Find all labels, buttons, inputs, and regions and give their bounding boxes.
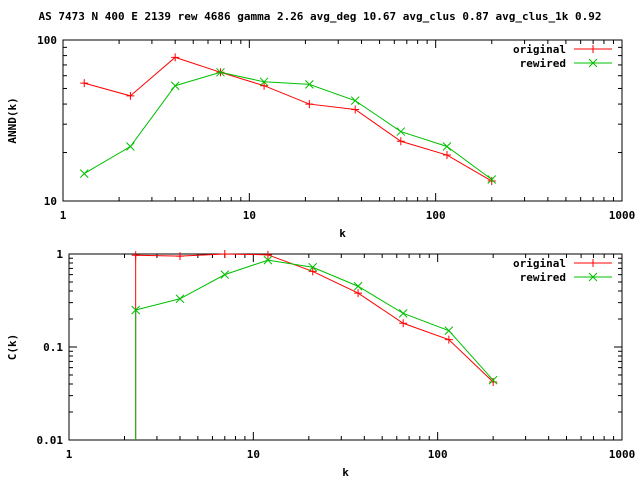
data-point-rewired bbox=[216, 67, 225, 77]
x-tick-label: 10 bbox=[243, 209, 256, 222]
data-point-original bbox=[354, 289, 363, 298]
data-point-rewired bbox=[487, 175, 497, 184]
x-tick-label: 10 bbox=[247, 448, 260, 461]
x-tick-label: 100 bbox=[428, 448, 448, 461]
data-point-rewired bbox=[396, 127, 406, 136]
data-point-original bbox=[308, 267, 317, 276]
series-line-rewired bbox=[83, 71, 493, 180]
data-point-original bbox=[396, 137, 405, 146]
x-tick-label: 100 bbox=[426, 209, 446, 222]
x-tick-label: 1000 bbox=[609, 209, 636, 222]
y-axis-label: C(k) bbox=[6, 334, 19, 361]
legend-marker-rewired bbox=[588, 272, 598, 282]
series-line-original bbox=[84, 56, 493, 182]
data-point-original bbox=[399, 319, 408, 328]
data-point-original bbox=[442, 151, 451, 160]
data-point-rewired bbox=[170, 81, 180, 91]
series-line-original bbox=[135, 253, 494, 383]
x-tick-label: 1 bbox=[66, 448, 73, 461]
data-point-original bbox=[489, 378, 498, 387]
data-point-rewired bbox=[175, 294, 185, 304]
data-point-original bbox=[220, 250, 229, 258]
data-point-rewired bbox=[259, 77, 269, 87]
data-point-rewired bbox=[79, 169, 89, 178]
x-axis-label: k bbox=[339, 227, 346, 240]
y-tick-label: 1 bbox=[56, 248, 63, 261]
y-tick-label: 0.1 bbox=[43, 341, 63, 354]
chart-title: AS 7473 N 400 E 2139 rew 4686 gamma 2.26… bbox=[38, 10, 602, 23]
data-point-rewired bbox=[442, 142, 452, 151]
data-point-original bbox=[351, 105, 360, 114]
data-point-original bbox=[131, 251, 140, 260]
legend-marker-rewired bbox=[588, 58, 598, 68]
data-point-original bbox=[171, 53, 180, 62]
y-tick-label: 0.01 bbox=[37, 434, 64, 447]
data-point-rewired bbox=[398, 309, 408, 318]
data-point-original bbox=[487, 177, 496, 186]
data-point-original bbox=[126, 91, 135, 100]
data-point-rewired bbox=[220, 270, 230, 279]
x-tick-label: 1 bbox=[60, 209, 67, 222]
data-point-original bbox=[80, 79, 89, 88]
data-point-original bbox=[444, 335, 453, 344]
plot-frame bbox=[62, 39, 623, 202]
x-axis-label: k bbox=[342, 466, 349, 479]
series-line-rewired bbox=[135, 259, 494, 381]
plot-frame bbox=[68, 253, 623, 441]
data-point-original bbox=[305, 100, 314, 109]
data-point-rewired bbox=[444, 326, 454, 335]
y-tick-label: 10 bbox=[44, 195, 57, 208]
data-point-rewired bbox=[350, 96, 360, 106]
data-point-rewired bbox=[126, 142, 135, 151]
data-point-rewired bbox=[308, 262, 318, 272]
data-point-rewired bbox=[488, 375, 498, 385]
legend-label-rewired: rewired bbox=[520, 271, 566, 284]
data-point-original bbox=[175, 252, 184, 261]
data-point-rewired bbox=[305, 80, 314, 89]
data-point-rewired bbox=[263, 255, 273, 265]
data-point-original bbox=[260, 81, 269, 90]
legend-marker-original bbox=[589, 259, 597, 267]
legend-label-rewired: rewired bbox=[520, 57, 566, 70]
data-point-original bbox=[263, 250, 272, 259]
y-tick-label: 100 bbox=[37, 34, 57, 47]
legend-label-original: original bbox=[513, 257, 566, 270]
data-point-rewired bbox=[131, 305, 141, 315]
legend-label-original: original bbox=[513, 43, 566, 56]
x-tick-label: 1000 bbox=[609, 448, 636, 461]
legend-marker-original bbox=[589, 45, 597, 53]
y-axis-label: ANND(k) bbox=[6, 97, 19, 143]
data-point-rewired bbox=[353, 281, 363, 291]
